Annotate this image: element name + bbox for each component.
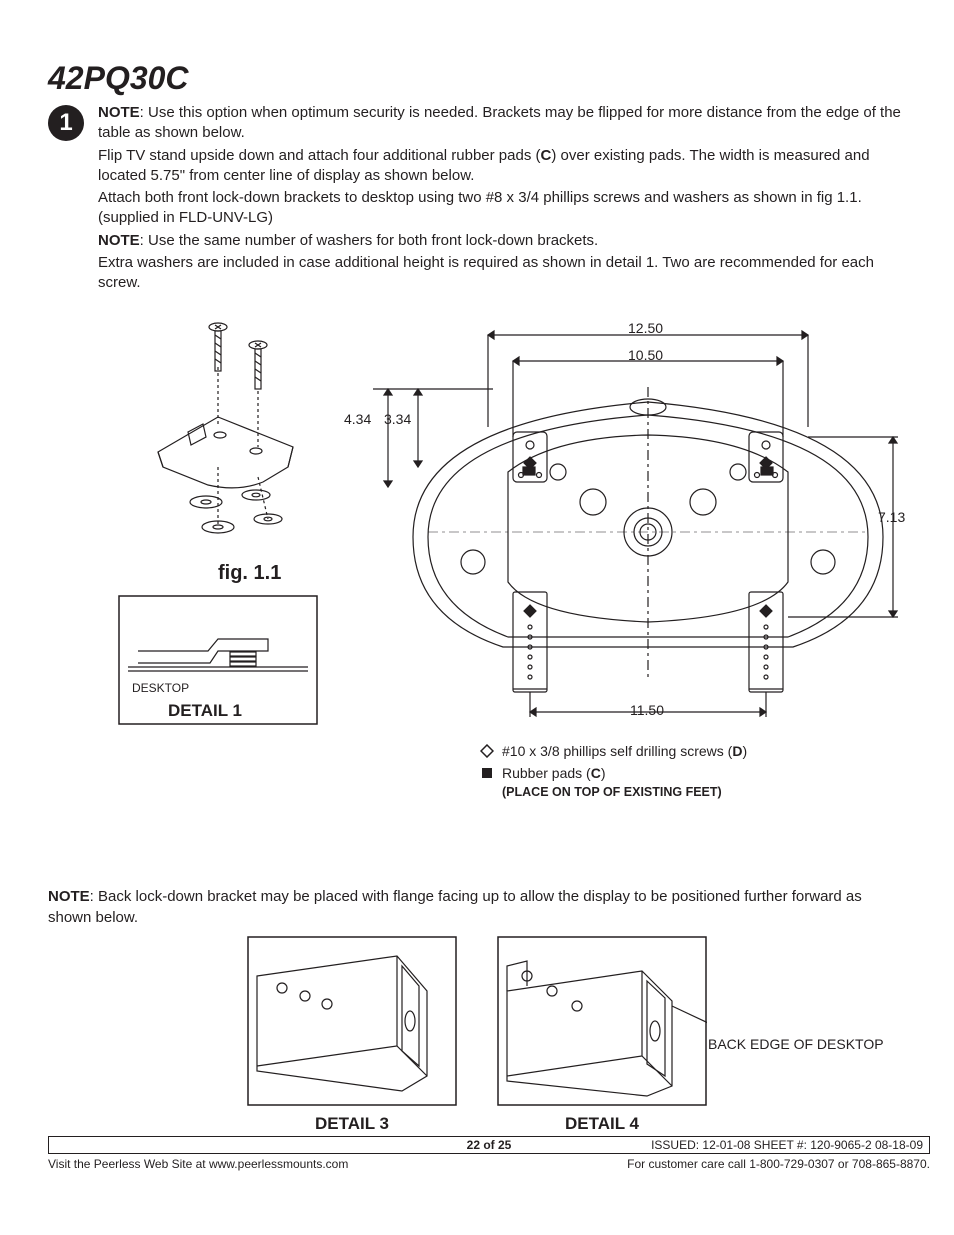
- step-row: 1 NOTE: Use this option when optimum sec…: [48, 103, 906, 295]
- fig-1-1-svg: [128, 317, 338, 567]
- instructions: NOTE: Use this option when optimum secur…: [98, 103, 906, 295]
- detail4-block: DETAIL 4: [497, 936, 707, 1134]
- note1-text: : Use this option when optimum security …: [98, 104, 901, 141]
- note1-label: NOTE: [98, 104, 140, 121]
- footer-page: 22 of 25: [467, 1138, 512, 1152]
- detail1-label: DETAIL 1: [168, 701, 242, 721]
- note2-label: NOTE: [98, 232, 140, 249]
- detail3-label: DETAIL 3: [247, 1114, 457, 1134]
- note2: NOTE: Use the same number of washers for…: [98, 231, 906, 251]
- square-icon: [480, 766, 494, 780]
- main-drawing-svg: [333, 317, 903, 757]
- footer-issued: ISSUED: 12-01-08 SHEET #: 120-9065-2 08-…: [651, 1138, 923, 1152]
- step-badge: 1: [48, 105, 84, 141]
- line4: Extra washers are included in case addit…: [98, 253, 906, 294]
- detail3-svg: [247, 936, 457, 1106]
- legend-place-note: (PLACE ON TOP OF EXISTING FEET): [502, 785, 747, 799]
- footer-sub: Visit the Peerless Web Site at www.peerl…: [48, 1157, 930, 1171]
- dim-12-50: 12.50: [628, 320, 663, 336]
- line2: Flip TV stand upside down and attach fou…: [98, 146, 906, 187]
- model-title: 42PQ30C: [48, 60, 906, 97]
- details-container: DETAIL 3: [48, 936, 906, 1156]
- note-bottom-label: NOTE: [48, 888, 90, 905]
- desktop-label: DESKTOP: [132, 681, 189, 695]
- note-bottom-text: : Back lock-down bracket may be placed w…: [48, 888, 862, 925]
- dim-11-50: 11.50: [630, 702, 664, 718]
- legend-pads: Rubber pads (C): [480, 765, 747, 781]
- note-bottom: NOTE: Back lock-down bracket may be plac…: [48, 887, 906, 928]
- detail4-svg: [497, 936, 707, 1106]
- page: 42PQ30C 1 NOTE: Use this option when opt…: [0, 0, 954, 1235]
- footer-visit: Visit the Peerless Web Site at www.peerl…: [48, 1157, 348, 1171]
- dim-10-50: 10.50: [628, 347, 663, 363]
- diamond-icon: [480, 744, 494, 758]
- diagram-area: fig. 1.1 DESKTOP DETAIL 1: [48, 317, 906, 857]
- footer-care: For customer care call 1-800-729-0307 or…: [627, 1157, 930, 1171]
- dim-3-34: 3.34: [384, 411, 411, 427]
- line3: Attach both front lock-down brackets to …: [98, 188, 906, 229]
- note1: NOTE: Use this option when optimum secur…: [98, 103, 906, 144]
- footer-bar: 22 of 25 ISSUED: 12-01-08 SHEET #: 120-9…: [48, 1136, 930, 1154]
- legend: #10 x 3/8 phillips self drilling screws …: [480, 743, 747, 799]
- detail3-block: DETAIL 3: [247, 936, 457, 1134]
- dim-4-34: 4.34: [344, 411, 371, 427]
- back-edge-label: BACK EDGE OF DESKTOP: [708, 1036, 884, 1052]
- dim-7-13: 7.13: [878, 509, 905, 525]
- details-row: DETAIL 3: [48, 936, 906, 1134]
- detail4-label: DETAIL 4: [497, 1114, 707, 1134]
- footer: 22 of 25 ISSUED: 12-01-08 SHEET #: 120-9…: [48, 1136, 930, 1171]
- legend-screws: #10 x 3/8 phillips self drilling screws …: [480, 743, 747, 759]
- note2-text: : Use the same number of washers for bot…: [140, 232, 599, 249]
- fig-label: fig. 1.1: [218, 562, 281, 585]
